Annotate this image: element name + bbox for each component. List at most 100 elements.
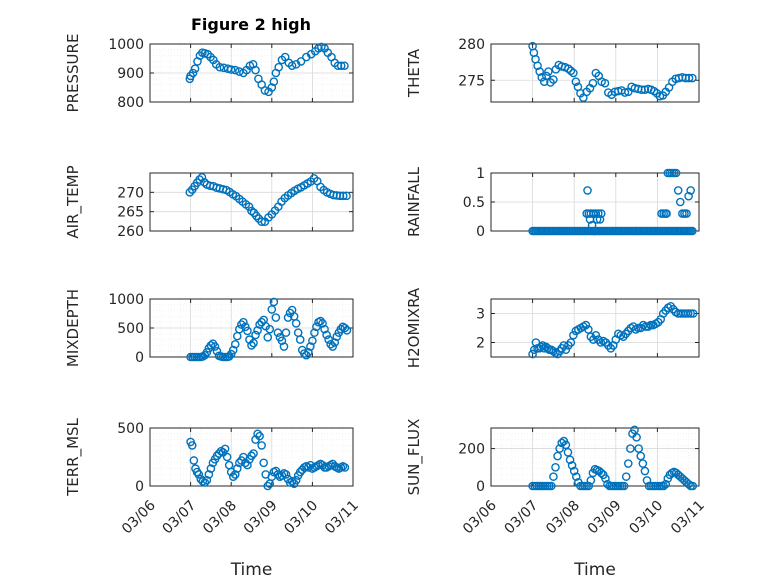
mixdepth-point	[273, 328, 283, 337]
terr_msl-point	[192, 467, 202, 477]
h2omixra-point	[589, 335, 598, 344]
terr_msl-point	[220, 444, 230, 454]
sun_flux-ylabel: SUN_FLUX	[405, 419, 424, 496]
mixdepth-point	[283, 313, 293, 322]
mixdepth-point	[342, 326, 352, 335]
mixdepth-ylabel: MIXDEPTH	[64, 289, 82, 367]
sun_flux-point	[621, 472, 631, 481]
pressure-point	[296, 57, 306, 66]
air_temp-ytick-label: 265	[117, 205, 144, 221]
sun_flux-point	[684, 479, 693, 489]
pressure-point	[226, 65, 236, 74]
terr_msl-point	[273, 470, 283, 479]
sun_flux-point	[547, 481, 556, 491]
terr_msl-point	[187, 441, 197, 450]
mixdepth-ytick-label: 500	[117, 321, 144, 337]
theta-ylabel: THETA	[405, 48, 423, 98]
mixdepth-point	[271, 313, 281, 322]
air_temp-ytick-label: 260	[117, 224, 144, 240]
theta-point	[537, 73, 547, 82]
mixdepth-point	[202, 348, 212, 357]
sun_flux-point	[551, 462, 560, 472]
mixdepth-point	[239, 317, 248, 327]
pressure-point	[340, 61, 349, 71]
mixdepth-point	[295, 335, 305, 344]
sun_flux-point	[586, 476, 596, 485]
sun_flux-point	[619, 481, 629, 491]
subplot-theta: 275 280 THETA	[405, 37, 700, 103]
theta-ytick-label: 275	[458, 73, 485, 89]
rainfall-point	[686, 186, 695, 195]
rainfall-point	[684, 191, 693, 201]
terr_msl-point	[206, 464, 216, 473]
mixdepth-point	[340, 323, 350, 333]
rainfall-point	[590, 226, 599, 236]
rainfall-ytick-label: 0.5	[463, 195, 485, 211]
sun_flux-point	[549, 472, 558, 481]
mixdepth-point	[230, 339, 240, 349]
sun_flux-point	[634, 444, 643, 453]
h2omixra-point	[646, 320, 656, 330]
air_temp-ytick-label: 270	[117, 185, 144, 201]
rainfall-point	[595, 215, 605, 224]
air_temp-point	[244, 202, 254, 211]
air_temp-point	[185, 188, 195, 197]
mixdepth-point	[277, 336, 287, 346]
terr_msl-ytick-label: 0	[135, 479, 144, 495]
terr_msl-axes-box	[149, 427, 354, 487]
terr_msl-point	[255, 431, 264, 441]
h2omixra-ytick-label: 3	[476, 307, 485, 323]
rainfall-point	[592, 215, 602, 224]
mixdepth-axes-box	[149, 298, 354, 358]
rainfall-point	[682, 209, 691, 218]
pressure-point	[230, 65, 240, 75]
h2omixra-point	[591, 330, 601, 340]
h2omixra-ylabel: H2OMIXRA	[405, 287, 423, 368]
mixdepth-point	[253, 326, 262, 335]
air_temp-point	[195, 175, 204, 184]
mixdepth-point	[310, 328, 319, 337]
h2omixra-point	[688, 309, 698, 318]
mixdepth-point	[330, 338, 340, 347]
sun_flux-point	[584, 481, 594, 491]
theta-axes-box	[490, 43, 700, 103]
mixdepth-point	[247, 341, 256, 350]
air_temp-axes-box	[149, 172, 354, 232]
mixdepth-point	[306, 342, 315, 351]
sun_flux-ytick-label: 200	[458, 442, 485, 458]
h2omixra-axes-box	[490, 298, 700, 358]
pressure-point	[209, 55, 218, 65]
mixdepth-point	[241, 322, 250, 332]
terr_msl-point	[281, 470, 291, 479]
mixdepth-point	[328, 342, 338, 351]
sun_flux-point	[565, 455, 575, 465]
h2omixra-point	[569, 330, 578, 340]
air_temp-point	[252, 211, 261, 221]
air_temp-point	[342, 191, 351, 201]
mixdepth-point	[291, 319, 301, 328]
pressure-point	[190, 64, 200, 73]
mixdepth-point	[265, 324, 275, 334]
terr_msl-xlabel: Time	[230, 560, 273, 580]
theta-point	[620, 88, 630, 97]
air_temp-plot-area	[150, 173, 353, 231]
terr_msl-point	[243, 460, 252, 470]
h2omixra-point	[559, 341, 569, 350]
air_temp-point	[257, 217, 266, 227]
theta-point	[566, 66, 576, 76]
sun_flux-point	[567, 461, 577, 470]
pressure-point	[251, 65, 260, 75]
sun_flux-point	[659, 481, 668, 491]
h2omixra-point	[551, 348, 560, 357]
mixdepth-point	[332, 332, 342, 342]
rainfall-point	[675, 197, 685, 207]
theta-plot-area	[491, 44, 699, 102]
sun_flux-point	[636, 451, 646, 461]
terr_msl-point	[340, 463, 350, 472]
theta-point	[564, 64, 573, 73]
terr_msl-point	[194, 470, 204, 479]
h2omixra-point	[566, 338, 576, 347]
mixdepth-point	[210, 342, 220, 351]
mixdepth-ytick-label: 0	[135, 350, 144, 366]
sun_flux-ytick-label: 0	[476, 479, 485, 495]
